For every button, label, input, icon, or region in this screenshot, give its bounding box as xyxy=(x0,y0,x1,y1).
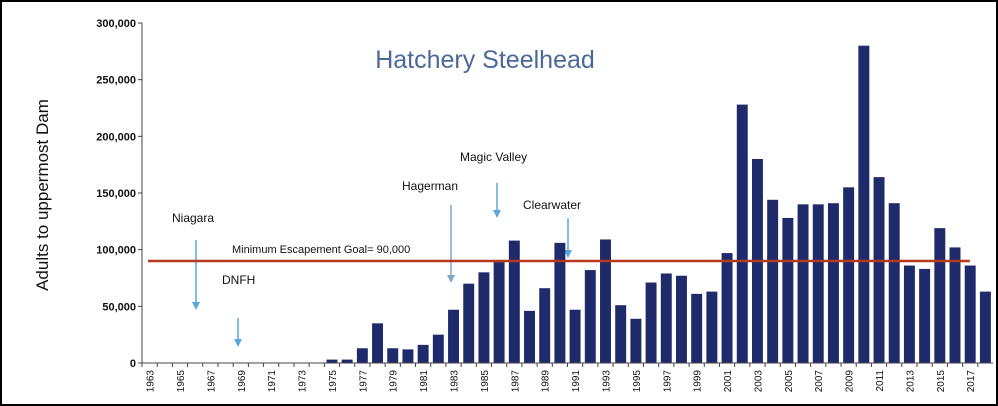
bar xyxy=(782,217,794,363)
x-tick-label: 1993 xyxy=(601,370,612,393)
bar xyxy=(463,283,475,363)
bar xyxy=(736,104,748,363)
bar xyxy=(873,177,885,363)
arrow-head xyxy=(234,339,242,347)
y-tick-label: 100,000 xyxy=(96,245,136,257)
bar xyxy=(934,228,946,363)
annotation: Clearwater xyxy=(523,198,581,212)
annotation: Niagara xyxy=(172,211,214,225)
bar xyxy=(387,348,399,363)
x-tick-label: 1997 xyxy=(662,370,673,393)
x-tick-label: 1987 xyxy=(510,370,521,393)
bar xyxy=(676,275,687,363)
bar xyxy=(660,273,672,363)
bar xyxy=(903,265,915,363)
bar xyxy=(493,262,505,363)
x-tick-label: 1977 xyxy=(358,370,369,393)
y-tick-label: 150,000 xyxy=(96,188,136,200)
y-tick-label: 200,000 xyxy=(96,131,136,143)
bar xyxy=(448,309,459,363)
x-tick-label: 1965 xyxy=(176,370,187,393)
annotation: Hagerman xyxy=(402,179,458,193)
x-tick-label: 1969 xyxy=(237,370,248,393)
bar xyxy=(341,359,353,363)
bar xyxy=(919,268,931,363)
x-tick-label: 2003 xyxy=(753,370,764,393)
bar xyxy=(827,203,839,363)
bar xyxy=(478,272,490,363)
annotation: DNFH xyxy=(222,273,255,287)
x-tick-label: 1999 xyxy=(693,370,704,393)
x-tick-label: 2015 xyxy=(936,370,947,393)
bar xyxy=(949,247,961,363)
bar xyxy=(767,199,779,363)
bar xyxy=(979,291,991,363)
bar xyxy=(721,253,733,363)
y-tick-label: 300,000 xyxy=(96,18,136,30)
bar xyxy=(584,270,596,363)
bar xyxy=(706,291,718,363)
bar xyxy=(432,334,444,363)
bar xyxy=(539,288,551,363)
x-tick-label: 2005 xyxy=(784,370,795,393)
x-tick-label: 2017 xyxy=(966,370,977,393)
x-tick-label: 2009 xyxy=(845,370,856,393)
y-tick-label: 250,000 xyxy=(96,75,136,87)
x-tick-label: 1971 xyxy=(267,370,278,393)
chart-title: Hatchery Steelhead xyxy=(375,46,595,74)
x-tick-label: 1989 xyxy=(541,370,552,393)
bar xyxy=(615,305,627,363)
bar xyxy=(843,187,855,363)
bar xyxy=(326,359,338,363)
bar xyxy=(554,242,566,363)
arrows xyxy=(192,183,572,347)
bar xyxy=(812,204,824,363)
y-axis-label: Adults to uppermost Dam xyxy=(33,99,52,291)
bar xyxy=(888,203,900,363)
x-tick-label: 1985 xyxy=(480,370,491,393)
x-tick-label: 1975 xyxy=(328,370,339,393)
x-tick-label: 1967 xyxy=(206,370,217,393)
arrow-head xyxy=(447,275,455,283)
bar xyxy=(372,323,384,363)
arrow-head xyxy=(192,302,200,310)
x-tick-label: 1973 xyxy=(298,370,309,393)
arrow-head xyxy=(493,210,501,218)
bar xyxy=(630,318,642,363)
annotation: Magic Valley xyxy=(460,150,527,164)
x-tick-label: 2001 xyxy=(723,370,734,393)
x-tick-label: 1991 xyxy=(571,370,582,393)
x-tick-label: 2007 xyxy=(814,370,825,393)
x-tick-label: 1963 xyxy=(146,370,157,393)
x-tick-label: 1981 xyxy=(419,370,430,393)
x-tick-label: 1983 xyxy=(450,370,461,393)
bar xyxy=(356,348,368,363)
bar xyxy=(417,344,429,363)
bar xyxy=(524,310,535,363)
y-tick-label: 50,000 xyxy=(102,301,136,313)
x-tick-label: 1995 xyxy=(632,370,643,393)
x-tick-label: 1979 xyxy=(389,370,400,393)
bar xyxy=(964,265,976,363)
bar xyxy=(691,293,703,363)
x-tick-label: 2011 xyxy=(875,370,886,392)
x-tick-label: 2013 xyxy=(905,370,916,393)
y-tick-label: 0 xyxy=(130,358,136,370)
bar xyxy=(569,309,581,363)
bar xyxy=(797,204,809,363)
bar xyxy=(508,240,520,363)
reference-label: Minimum Escapement Goal= 90,000 xyxy=(232,244,410,256)
arrow-head xyxy=(564,250,572,258)
bar xyxy=(600,239,611,363)
bar xyxy=(645,282,657,363)
bar xyxy=(402,349,414,363)
bar xyxy=(858,45,870,364)
